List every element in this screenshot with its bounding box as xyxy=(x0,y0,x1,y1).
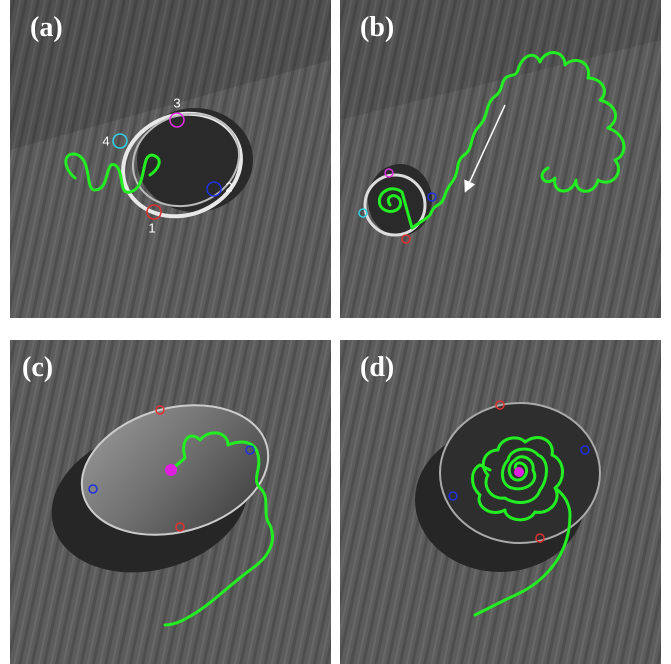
center-point xyxy=(165,464,177,476)
marker-label: 4 xyxy=(102,133,109,148)
panel-label: (d) xyxy=(360,352,394,383)
marker-label: 1 xyxy=(148,220,155,235)
panel-d: (d) xyxy=(340,340,661,664)
panel-a: 1 2 3 4 (a) xyxy=(10,0,331,318)
center-point xyxy=(514,467,524,477)
marker-label: 3 xyxy=(173,95,180,110)
panel-label: (b) xyxy=(360,12,394,43)
panel-label: (a) xyxy=(30,12,63,43)
panel-c: (c) xyxy=(10,340,331,664)
marker-label: 2 xyxy=(225,179,232,194)
panel-b: (b) xyxy=(340,0,661,318)
panel-label: (c) xyxy=(22,352,53,383)
figure: 1 2 3 4 (a) (b) (c) xyxy=(0,0,671,664)
